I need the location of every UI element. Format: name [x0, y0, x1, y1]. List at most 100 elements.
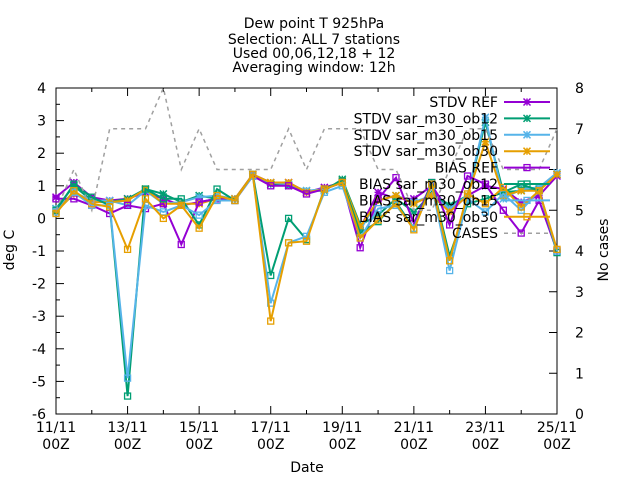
data-point [409, 199, 418, 208]
data-point [267, 317, 275, 325]
data-point [52, 209, 60, 218]
x-tick-label: 00Z [543, 437, 570, 453]
y-tick-label: -3 [32, 309, 46, 325]
data-point [392, 173, 400, 182]
data-point [106, 203, 114, 211]
x-tick-label: 13/11 [107, 420, 147, 436]
series-line [56, 174, 558, 252]
y-tick-label: 4 [37, 81, 46, 97]
data-point [284, 182, 293, 190]
data-point [481, 113, 490, 122]
legend-marker [523, 180, 531, 188]
y-axis: -6 -5 -4 -3 -2 -1 0 1 2 3 4 [32, 81, 64, 423]
data-point [481, 180, 490, 188]
data-point [391, 191, 400, 200]
data-point [481, 137, 490, 146]
data-point [195, 224, 203, 232]
data-point [338, 178, 346, 187]
x-tick-label: 21/11 [394, 420, 434, 436]
data-point [123, 392, 132, 400]
plot-area [51, 85, 562, 400]
data-point [52, 195, 60, 203]
data-point [409, 207, 418, 216]
legend-marker [522, 130, 532, 139]
data-point [428, 180, 436, 188]
title-line: Selection: ALL 7 stations [228, 32, 400, 48]
data-point [481, 195, 490, 203]
data-point [374, 188, 383, 197]
series-line [55, 173, 558, 379]
legend-label: STDV REF [429, 95, 498, 111]
data-point [517, 186, 526, 195]
x-tick-label: 00Z [329, 437, 356, 453]
data-point [445, 221, 454, 229]
x-tick-label: 25/11 [537, 420, 577, 436]
x-tick-label: 17/11 [251, 420, 291, 436]
data-point [123, 196, 132, 205]
x-tick-label: 11/11 [36, 420, 76, 436]
data-point [159, 200, 168, 208]
data-point [481, 200, 490, 208]
data-point [374, 211, 383, 220]
series-bias-sar-m30-ob30 [52, 170, 561, 325]
title-line: Used 00,06,12,18 + 12 [233, 46, 396, 62]
x-tick-label: 15/11 [179, 420, 219, 436]
data-point [302, 190, 311, 198]
data-point [392, 200, 400, 208]
data-point [249, 170, 257, 179]
data-point [481, 208, 490, 216]
data-point [356, 222, 365, 231]
data-point [302, 237, 311, 245]
data-point [427, 191, 436, 200]
x-tick-label: 00Z [400, 437, 427, 453]
data-point [445, 207, 454, 216]
y2-axis: 0 1 2 3 4 5 6 7 8 [549, 81, 584, 423]
data-point [445, 266, 454, 275]
data-point [195, 198, 203, 206]
data-point [374, 216, 382, 224]
x-tick-label: 00Z [185, 437, 212, 453]
data-point [553, 245, 561, 254]
data-point [499, 206, 507, 214]
legend-label: STDV sar_m30_ob15 [354, 128, 498, 144]
data-point [195, 211, 203, 219]
x-axis: 11/1100Z13/1100Z15/1100Z17/1100Z19/1100Z… [36, 88, 577, 453]
data-point [517, 203, 525, 211]
series-cases [55, 85, 558, 213]
legend-label: STDV sar_m30_ob30 [354, 144, 498, 160]
data-point [51, 193, 61, 202]
data-point [159, 189, 168, 198]
y2-tick-label: 4 [575, 244, 584, 260]
y-tick-label: 3 [37, 114, 46, 130]
data-point [195, 193, 204, 202]
legend-label: BIAS REF [435, 161, 498, 177]
y-tick-label: -2 [32, 277, 46, 293]
data-point [445, 257, 454, 265]
x-tick-label: 00Z [472, 437, 499, 453]
data-point [177, 240, 185, 249]
y2-tick-label: 2 [575, 326, 584, 342]
data-point [123, 245, 132, 254]
data-point [481, 118, 490, 127]
y-tick-label: 0 [37, 211, 46, 227]
data-point [141, 185, 150, 193]
data-point [231, 196, 239, 205]
legend-marker [522, 147, 532, 156]
data-point [159, 214, 168, 223]
y2-tick-label: 1 [575, 366, 584, 382]
data-point [302, 188, 311, 197]
legend-marker [523, 196, 531, 205]
data-point [213, 191, 221, 200]
y2-tick-label: 0 [575, 407, 584, 423]
data-point [356, 244, 364, 252]
legend-label: CASES [452, 226, 498, 242]
title-line: Averaging window: 12h [232, 60, 395, 76]
x-axis-label: Date [290, 460, 323, 476]
data-point [410, 226, 418, 234]
data-point [177, 201, 185, 210]
data-point [123, 201, 132, 210]
legend-marker [523, 163, 531, 172]
legend-label: BIAS sar_m30_ob15 [359, 193, 498, 209]
data-point [356, 234, 364, 242]
